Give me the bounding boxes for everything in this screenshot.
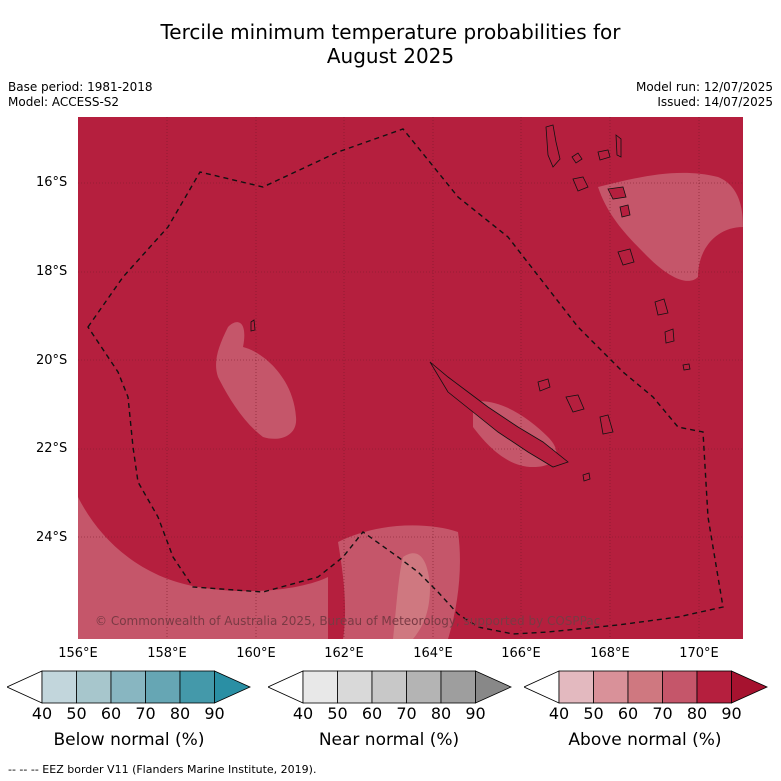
cb-below-under: [7, 670, 43, 704]
map-title: Tercile minimum temperature probabilitie…: [0, 20, 781, 68]
lighter-region-west-island: [216, 322, 297, 439]
lon-label: 160°E: [236, 646, 276, 661]
cb-near-seg-2: [337, 670, 373, 704]
tick-label: 60: [361, 704, 383, 723]
cb-below-seg-2: [76, 670, 112, 704]
cb-near-over: [475, 670, 512, 704]
tick-label: 70: [135, 704, 156, 723]
colorbar-above-label: Above normal (%): [568, 730, 722, 750]
island-vanuatu-5: [607, 186, 627, 200]
lat-label: 24°S: [36, 530, 68, 545]
base-period: Base period: 1981-2018: [8, 80, 153, 94]
island-vanuatu-4: [572, 176, 589, 192]
island-new-caledonia: [429, 361, 569, 468]
island-vanuatu-3: [615, 134, 622, 158]
tick-label: 80: [686, 704, 708, 723]
tick-label: 70: [652, 704, 673, 723]
tick-label: 90: [721, 704, 742, 723]
island-vanuatu-9: [664, 328, 675, 344]
cb-above-seg-4: [662, 670, 698, 704]
cb-above-seg-5: [696, 670, 732, 704]
lon-label: 170°E: [679, 646, 719, 661]
tick-label: 40: [292, 704, 314, 723]
island-espiritu-santo: [545, 124, 561, 168]
island-loyalty-2: [565, 394, 585, 413]
cb-above-over: [731, 670, 768, 704]
lighter-region-southwest: [78, 497, 328, 639]
title-line-1: Tercile minimum temperature probabilitie…: [160, 20, 621, 44]
colorbar-above-normal: [524, 670, 768, 704]
tick-label: 60: [617, 704, 639, 723]
model-run: Model run: 12/07/2025: [635, 80, 773, 94]
cb-above-under: [524, 670, 560, 704]
probability-map: [78, 117, 743, 639]
colorbar-near-label: Near normal (%): [318, 730, 460, 750]
lat-label: 20°S: [36, 353, 68, 368]
tick-label: 40: [31, 704, 53, 723]
copyright-credit: © Commonwealth of Australia 2025, Bureau…: [95, 614, 601, 628]
island-vanuatu-6: [619, 204, 631, 218]
cb-below-seg-5: [179, 670, 215, 704]
lighter-region-east: [598, 172, 743, 281]
tick-label: 90: [204, 704, 225, 723]
tick-label: 80: [430, 704, 452, 723]
lon-label: 164°E: [413, 646, 453, 661]
tick-label: 60: [100, 704, 122, 723]
lat-label: 16°S: [36, 175, 68, 190]
island-loyalty-3: [599, 414, 614, 435]
lon-label: 156°E: [58, 646, 98, 661]
lon-label: 162°E: [324, 646, 364, 661]
cb-near-seg-1: [302, 670, 338, 704]
lat-label: 22°S: [36, 441, 68, 456]
cb-above-seg-1: [558, 670, 594, 704]
lon-label: 166°E: [501, 646, 541, 661]
eez-footnote: -- -- -- EEZ border V11 (Flanders Marine…: [8, 763, 317, 776]
meta-right: Model run: 12/07/2025 Issued: 14/07/2025: [636, 80, 773, 110]
tick-label: 70: [396, 704, 417, 723]
island-vanuatu-8: [654, 298, 669, 316]
colorbar-below-label: Below normal (%): [53, 730, 205, 750]
lon-label: 168°E: [590, 646, 630, 661]
lon-label: 158°E: [147, 646, 187, 661]
island-vanuatu-2: [597, 149, 611, 161]
cb-below-seg-1: [41, 670, 77, 704]
tick-label: 50: [327, 704, 348, 723]
cb-near-seg-5: [440, 670, 476, 704]
cb-above-seg-3: [627, 670, 663, 704]
tick-label: 40: [548, 704, 570, 723]
island-vanuatu-7: [617, 248, 635, 266]
tick-label: 50: [66, 704, 87, 723]
coastlines: [250, 124, 691, 482]
title-line-2: August 2025: [326, 44, 455, 68]
colorbar-near-normal: [268, 670, 512, 704]
cb-below-seg-3: [110, 670, 146, 704]
cb-near-under: [268, 670, 304, 704]
island-vanuatu-1: [571, 152, 583, 164]
tick-label: 90: [465, 704, 486, 723]
model-name: Model: ACCESS-S2: [8, 95, 120, 109]
tick-label: 80: [169, 704, 191, 723]
tick-label: 50: [583, 704, 604, 723]
island-loyalty-1: [537, 378, 551, 392]
colorbar-below-normal: [7, 670, 251, 704]
issued-date: Issued: 14/07/2025: [657, 95, 773, 109]
cb-near-seg-4: [406, 670, 442, 704]
lat-label: 18°S: [36, 264, 68, 279]
meta-left: Base period: 1981-2018 Model: ACCESS-S2: [8, 80, 153, 110]
graticule: [78, 117, 743, 639]
island-small-2: [682, 363, 691, 371]
cb-above-seg-2: [593, 670, 629, 704]
island-small-1: [582, 472, 591, 482]
cb-below-over: [214, 670, 251, 704]
island-small-3: [250, 319, 256, 332]
cb-near-seg-3: [371, 670, 407, 704]
cb-below-seg-4: [145, 670, 181, 704]
